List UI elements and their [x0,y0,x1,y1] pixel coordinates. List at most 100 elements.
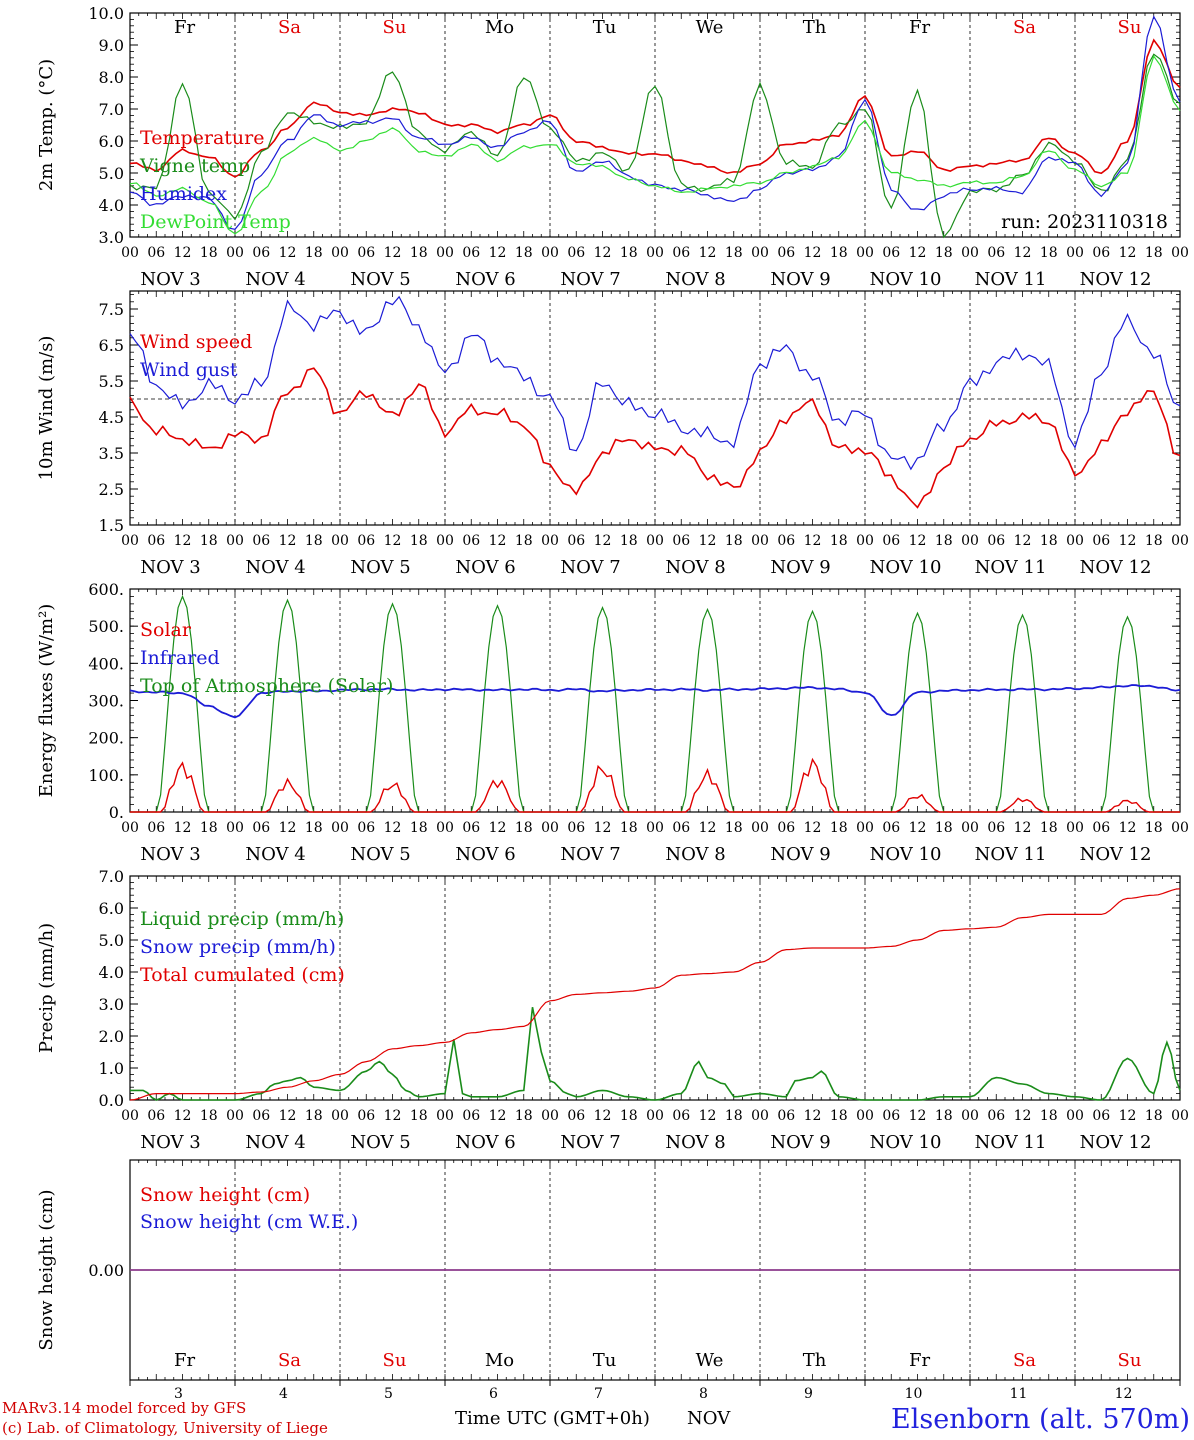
hour-label: 00 [121,245,139,261]
hour-label: 00 [226,533,244,549]
hour-label: 06 [462,1108,480,1124]
hour-label: 18 [305,245,323,261]
hour-label: 12 [594,820,612,836]
hour-label: 18 [725,533,743,549]
hour-label: 00 [856,820,874,836]
date-label: NOV 7 [560,557,620,578]
hour-label: 12 [1014,533,1032,549]
wind-series [129,295,1181,509]
hour-label: 06 [777,245,795,261]
hour-label: 06 [672,820,690,836]
hour-label: 12 [279,1108,297,1124]
date-label: NOV 3 [140,557,200,578]
run-label: run: 2023110318 [1001,211,1168,233]
date-label: NOV 4 [245,844,305,865]
hour-label: 12 [384,533,402,549]
temperature-panel: 3.0 4.0 5.0 6.0 7.0 8.0 9.0 10.0 2m Temp. (°C) 00… [36,4,1189,290]
hour-label: 12 [279,820,297,836]
date-label: NOV 5 [350,844,410,865]
date-label: NOV 7 [560,1132,620,1153]
hour-label: 12 [174,1108,192,1124]
y-tick-label: 4.0 [99,196,124,215]
hour-label: 18 [830,1108,848,1124]
hour-label: 12 [384,820,402,836]
hour-label: 12 [1119,820,1137,836]
hour-label: 18 [620,533,638,549]
solar-line [130,757,1180,813]
y-tick-label: 3.0 [99,995,124,1014]
date-number: 7 [594,1386,603,1402]
date-label: NOV 10 [870,1132,942,1153]
hour-label: 00 [646,1108,664,1124]
hour-label: 12 [384,1108,402,1124]
weekday-label: Fr [174,17,195,38]
hour-label: 06 [462,820,480,836]
hour-label: 18 [620,1108,638,1124]
date-number: 12 [1115,1386,1133,1402]
hour-label: 00 [1171,533,1189,549]
hour-label: 00 [856,533,874,549]
hour-label: 00 [541,1108,559,1124]
hour-label: 00 [226,245,244,261]
hour-label: 06 [357,1108,375,1124]
legend-entry: Snow precip (mm/h) [140,936,336,958]
date-label: NOV 9 [770,844,830,865]
hour-label: 18 [305,820,323,836]
hour-label: 12 [909,1108,927,1124]
hour-label: 18 [410,820,428,836]
date-label: NOV 4 [245,1132,305,1153]
energy-panel: 0. 100. 200. 300. 400. 500. 600. Energy fluxes … [36,580,1189,865]
hour-label: 18 [410,1108,428,1124]
hour-label: 06 [777,820,795,836]
wind-wind-gustline [129,295,1181,471]
date-number: 10 [905,1386,923,1402]
hour-label: 12 [1014,245,1032,261]
hour-label: 00 [436,820,454,836]
hour-label: 12 [699,820,717,836]
y-tick-label: 4.5 [99,408,124,427]
date-label: NOV 9 [770,269,830,290]
legend-entry: Temperature [140,127,264,149]
y-tick-label: 6.5 [99,336,124,355]
legend-entry: DewPoint Temp [140,211,291,233]
weekday-label: Sa [1013,17,1036,38]
weekday-label: Sa [1013,1350,1036,1371]
date-label: NOV 8 [665,1132,725,1153]
hour-label: 00 [961,245,979,261]
hour-label: 12 [279,245,297,261]
temperature-frame [129,12,1181,238]
y-tick-label: 100. [88,766,124,785]
hour-label: 12 [804,533,822,549]
date-label: NOV 3 [140,1132,200,1153]
date-label: NOV 12 [1080,269,1152,290]
hour-label: 12 [174,533,192,549]
temperature-temperatureline [129,38,1181,178]
weekday-label: Mo [485,1350,514,1371]
date-number: 4 [279,1386,288,1402]
precip-series [129,888,1181,1101]
y-tick-label: 1.5 [99,516,124,535]
hour-label: 00 [856,1108,874,1124]
date-label: NOV 7 [560,269,620,290]
hour-label: 18 [200,820,218,836]
hour-label: 12 [489,1108,507,1124]
legend-entry: Liquid precip (mm/h) [140,908,344,930]
y-tick-label: 0.0 [99,1091,124,1110]
hour-label: 18 [1145,533,1163,549]
precip-legend: Liquid precip (mm/h) Snow precip (mm/h) To… [140,908,345,986]
hour-label: 06 [252,1108,270,1124]
hour-label: 00 [436,245,454,261]
hour-label: 06 [252,245,270,261]
hour-label: 06 [1092,820,1110,836]
hour-label: 00 [436,1108,454,1124]
hour-label: 06 [147,533,165,549]
weekday-label: Mo [485,17,514,38]
date-label: NOV 4 [245,557,305,578]
hour-label: 12 [489,245,507,261]
hour-label: 18 [620,820,638,836]
y-tick-label: 0.00 [88,1261,124,1280]
hour-label: 18 [725,1108,743,1124]
hour-label: 06 [357,533,375,549]
hour-label: 12 [699,245,717,261]
hour-label: 06 [252,820,270,836]
